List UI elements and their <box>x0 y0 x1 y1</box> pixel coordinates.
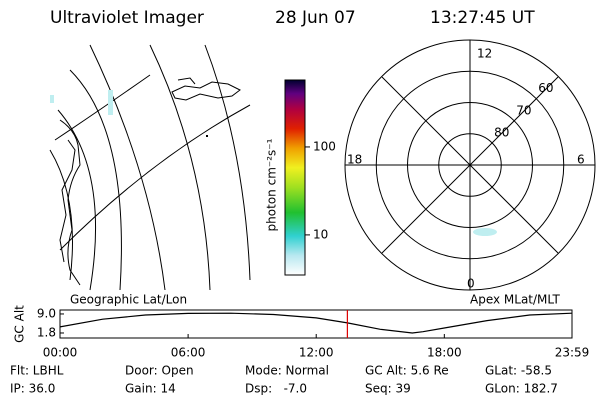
status-field: IP: 36.0 <box>10 382 55 396</box>
lat-label: 60 <box>538 81 553 95</box>
mlt-label: 0 <box>467 277 475 291</box>
mlt-label: 6 <box>577 153 585 167</box>
status-field: Gain: 14 <box>125 382 176 396</box>
x-tick-label: 18:00 <box>427 346 462 360</box>
status-field: GC Alt: 5.6 Re <box>365 364 449 378</box>
map-label: Apex MLat/MLT <box>470 293 560 307</box>
aurora-speck <box>108 90 113 115</box>
status-field: GLat: -58.5 <box>485 364 552 378</box>
time: 13:27:45 UT <box>430 8 535 28</box>
colorbar-tick-label: 10 <box>313 227 328 241</box>
lat-ring <box>375 70 565 260</box>
x-tick-label: 00:00 <box>43 346 78 360</box>
lat-ring <box>438 133 502 197</box>
aurora-oval <box>473 228 497 236</box>
colorbar-tick-label: 100 <box>313 139 336 153</box>
status-field: Mode: Normal <box>245 364 329 378</box>
geo-map <box>49 44 251 291</box>
status-field: Dsp: -7.0 <box>245 382 307 396</box>
x-tick-label: 12:00 <box>299 346 334 360</box>
mlt-label: 12 <box>477 47 492 61</box>
colorbar <box>284 79 306 276</box>
lat-label: 80 <box>494 125 509 139</box>
aurora-speck <box>50 95 54 103</box>
mlt-label: 18 <box>347 153 362 167</box>
x-tick-label: 06:00 <box>171 346 206 360</box>
speck <box>206 135 208 137</box>
title: Ultraviolet Imager <box>50 8 204 28</box>
x-tick-label: 23:59 <box>555 346 590 360</box>
status-field: Door: Open <box>125 364 194 378</box>
lat-label: 70 <box>516 103 531 117</box>
y-tick-label: 9.0 <box>37 306 56 320</box>
status-field: Flt: LBHL <box>10 364 64 378</box>
y-tick-label: 1.8 <box>37 325 56 339</box>
map-label: Geographic Lat/Lon <box>70 293 187 307</box>
colorbar-label: photon cm⁻²s⁻¹ <box>265 138 279 231</box>
polar-plot: 12 18 6 0 <box>344 39 596 291</box>
y-axis-label: GC Alt <box>13 305 27 343</box>
status-field: Seq: 39 <box>365 382 411 396</box>
date: 28 Jun 07 <box>275 8 356 28</box>
lat-ring <box>407 102 533 228</box>
status-field: GLon: 182.7 <box>485 382 558 396</box>
